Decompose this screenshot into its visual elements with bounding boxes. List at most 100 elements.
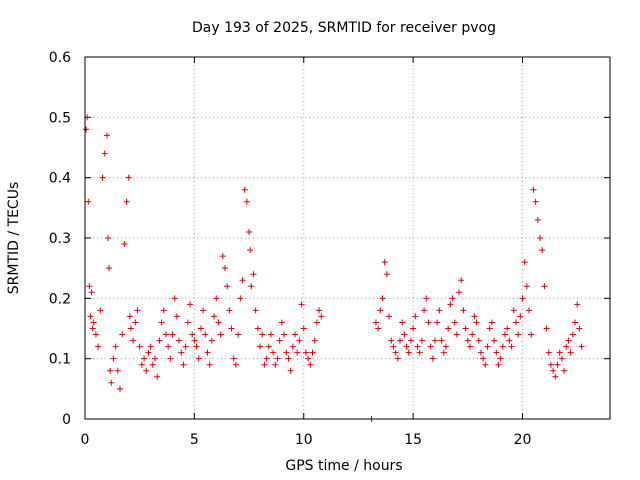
y-tick-label: 0.4 (49, 171, 71, 187)
data-point (313, 319, 320, 326)
data-point (228, 325, 235, 332)
data-point (578, 343, 585, 350)
data-point (512, 319, 519, 326)
data-point (132, 319, 139, 326)
data-point (488, 319, 495, 326)
data-point (204, 349, 211, 356)
data-point (471, 313, 478, 320)
data-point (477, 349, 484, 356)
data-point (226, 307, 233, 314)
data-point (104, 235, 111, 241)
data-point (136, 343, 143, 350)
x-tick-label: 0 (81, 432, 90, 448)
data-point (130, 337, 137, 344)
data-point (108, 379, 115, 386)
data-point (414, 343, 421, 350)
data-point (438, 337, 445, 344)
data-point (127, 325, 134, 332)
data-point (407, 337, 414, 344)
data-point (156, 337, 163, 344)
x-tick-label: 5 (190, 432, 199, 448)
data-point (287, 367, 294, 374)
data-point (119, 331, 126, 338)
data-point (499, 343, 506, 350)
y-tick-label: 0.5 (49, 110, 71, 126)
data-point (510, 307, 517, 314)
data-point (386, 313, 393, 320)
data-point (576, 325, 583, 332)
y-tick-label: 0.1 (49, 352, 71, 368)
data-point (449, 295, 456, 302)
data-point (200, 307, 207, 314)
data-point (390, 343, 397, 350)
data-point (423, 295, 430, 302)
data-point (267, 331, 274, 338)
data-point (572, 319, 578, 326)
data-point (141, 355, 148, 362)
data-point (239, 277, 246, 284)
data-point (418, 337, 425, 344)
y-tick-label: 0.6 (49, 50, 71, 66)
data-point (167, 355, 174, 362)
data-point (125, 174, 132, 181)
data-point (427, 343, 434, 350)
data-point (211, 313, 218, 320)
data-point (294, 349, 301, 356)
data-point (274, 355, 281, 362)
data-point (493, 349, 500, 356)
data-point (222, 265, 228, 272)
data-point (526, 307, 533, 314)
data-point (99, 174, 106, 181)
data-point (543, 325, 550, 332)
data-point (165, 343, 172, 350)
data-point (504, 325, 511, 332)
data-point (248, 283, 255, 290)
data-point (184, 319, 191, 326)
data-point (447, 301, 454, 308)
data-point (515, 331, 522, 338)
x-tick-label: 20 (514, 432, 532, 448)
data-point (484, 343, 491, 350)
data-point (300, 325, 307, 332)
data-point (462, 325, 469, 332)
data-point (405, 349, 412, 356)
data-point (563, 343, 570, 350)
x-tick-label: 15 (404, 432, 422, 448)
data-point (143, 367, 150, 374)
data-point (434, 319, 441, 326)
data-point (171, 295, 178, 302)
data-point (574, 301, 581, 308)
grid (85, 57, 610, 419)
data-point (138, 361, 145, 368)
data-point (193, 343, 200, 350)
data-point (379, 295, 386, 302)
y-tick-label: 0.3 (49, 231, 71, 247)
data-point (83, 126, 90, 133)
data-point (101, 150, 108, 157)
data-point (265, 343, 272, 350)
data-point (539, 247, 546, 254)
data-point (285, 355, 292, 362)
data-point (97, 307, 104, 314)
data-point (467, 343, 473, 350)
data-point (552, 373, 559, 380)
axis-ticks: 0 0.1 0.2 0.3 0.4 0.5 0.6 0 5 10 15 20 (49, 50, 610, 448)
data-point (410, 325, 417, 332)
data-point (180, 361, 187, 368)
data-point (219, 253, 226, 260)
data-point (567, 349, 574, 356)
data-point (241, 186, 248, 193)
data-point (121, 241, 128, 248)
data-point (528, 331, 535, 338)
x-tick-label: 10 (295, 432, 313, 448)
data-point (152, 355, 158, 362)
data-point (283, 349, 290, 356)
data-point (182, 343, 189, 350)
y-axis-label: SRMTID / TECUs (6, 182, 22, 295)
data-point (502, 331, 508, 338)
data-point (302, 349, 309, 356)
data-point (232, 361, 239, 368)
data-point (486, 325, 493, 332)
data-point (154, 373, 161, 380)
